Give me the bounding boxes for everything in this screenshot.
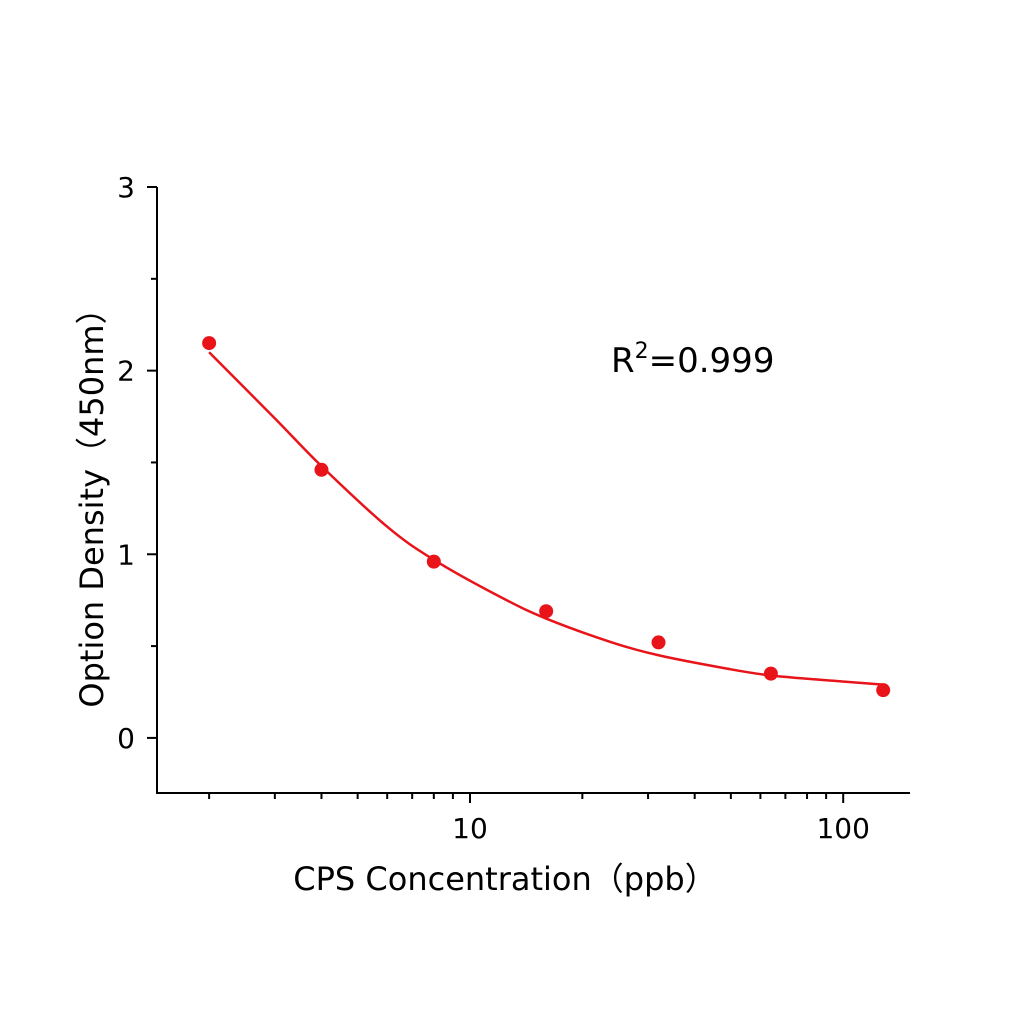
ticks: 10 100 0 1 2 3: [117, 171, 870, 845]
data-point: [314, 462, 329, 477]
marks: [202, 336, 891, 698]
x-tick-label: 10: [452, 812, 488, 845]
y-tick-label: 1: [117, 538, 135, 571]
data-point: [876, 683, 891, 698]
y-axis-title: Option Density（450nm）: [73, 292, 111, 707]
x-axis-title: CPS Concentration（ppb）: [293, 860, 716, 898]
data-point: [539, 604, 554, 619]
data-point: [426, 554, 441, 569]
axes: [156, 187, 910, 794]
data-point: [651, 635, 666, 650]
x-tick-label: 100: [816, 812, 869, 845]
y-tick-label: 0: [117, 722, 135, 755]
data-point: [202, 336, 217, 351]
y-tick-label: 3: [117, 171, 135, 204]
annotation-r-squared: R2=0.999: [611, 339, 774, 381]
fit-curve: [208, 351, 884, 686]
data-point: [763, 666, 778, 681]
y-tick-label: 2: [117, 355, 135, 388]
